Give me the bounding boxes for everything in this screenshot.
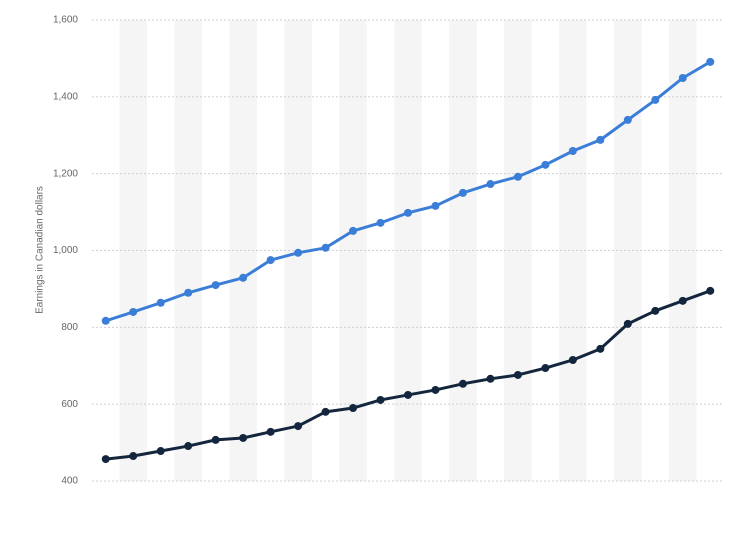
data-point bbox=[486, 180, 495, 189]
data-point bbox=[568, 147, 577, 156]
data-point bbox=[404, 208, 412, 217]
data-point bbox=[376, 395, 385, 404]
y-tick-label: 800 bbox=[61, 322, 78, 333]
y-tick-label: 1,000 bbox=[53, 245, 78, 256]
data-point bbox=[651, 95, 660, 104]
y-tick-label: 1,600 bbox=[53, 15, 78, 26]
y-tick-label: 400 bbox=[61, 476, 78, 487]
data-point bbox=[349, 404, 358, 413]
data-point bbox=[541, 160, 550, 169]
data-point bbox=[156, 447, 165, 456]
data-point bbox=[706, 57, 715, 66]
data-point bbox=[101, 455, 110, 464]
data-point bbox=[458, 379, 467, 388]
data-point bbox=[294, 422, 303, 431]
data-point bbox=[404, 390, 412, 399]
y-tick-label: 1,400 bbox=[53, 91, 78, 102]
data-point bbox=[513, 370, 522, 379]
data-point bbox=[486, 374, 495, 383]
data-point bbox=[376, 218, 385, 227]
data-point bbox=[211, 435, 220, 444]
data-point bbox=[321, 407, 330, 416]
data-point bbox=[596, 344, 605, 353]
data-point bbox=[184, 442, 193, 451]
data-point bbox=[568, 355, 577, 364]
data-point bbox=[239, 273, 248, 282]
data-point bbox=[678, 74, 687, 83]
data-point bbox=[623, 115, 632, 124]
data-point bbox=[706, 286, 715, 295]
y-axis-label: Earnings in Canadian dollars bbox=[35, 186, 46, 314]
data-point bbox=[596, 135, 605, 144]
data-point bbox=[129, 452, 138, 461]
data-point bbox=[651, 306, 660, 315]
data-point bbox=[431, 201, 440, 210]
data-point bbox=[211, 281, 220, 290]
data-point bbox=[266, 256, 275, 265]
data-point bbox=[266, 427, 275, 436]
data-point bbox=[156, 298, 165, 307]
data-point bbox=[349, 226, 358, 235]
data-point bbox=[541, 364, 550, 373]
data-point bbox=[101, 316, 110, 325]
data-point bbox=[321, 243, 330, 252]
data-point bbox=[239, 433, 248, 442]
data-point bbox=[513, 172, 522, 181]
data-point bbox=[678, 296, 687, 305]
data-point bbox=[458, 188, 467, 197]
data-point bbox=[184, 288, 193, 297]
y-tick-label: 600 bbox=[61, 399, 78, 410]
data-point bbox=[623, 319, 632, 328]
data-point bbox=[431, 385, 440, 394]
y-tick-label: 1,200 bbox=[53, 168, 78, 179]
data-point bbox=[294, 248, 303, 257]
data-point bbox=[129, 307, 138, 316]
